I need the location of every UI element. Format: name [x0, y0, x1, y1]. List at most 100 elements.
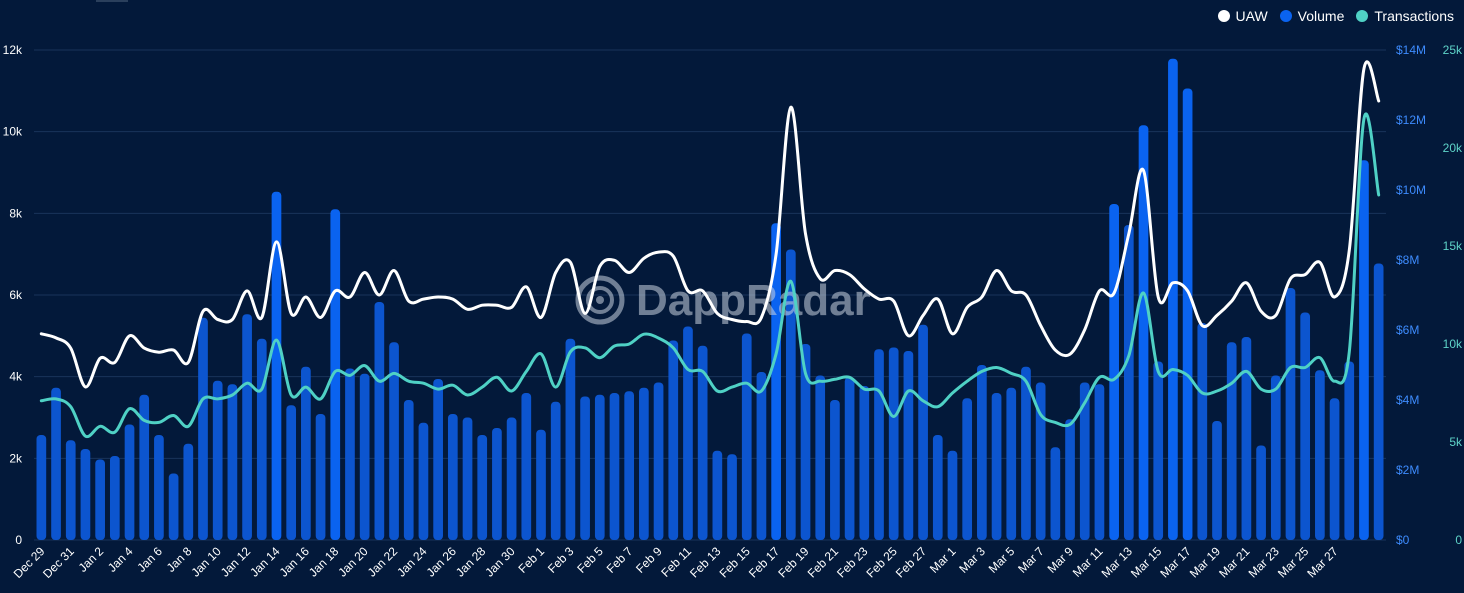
x-tick-label: Feb 25	[864, 544, 901, 581]
y-tick-label-left: 0	[15, 533, 22, 547]
volume-bar	[830, 400, 840, 540]
volume-bar	[1094, 384, 1105, 540]
x-tick-label: Jan 18	[306, 544, 342, 580]
volume-bar	[580, 396, 590, 540]
x-tick-label: Jan 4	[105, 544, 136, 575]
volume-bar	[932, 435, 943, 540]
volume-bar	[785, 249, 796, 540]
volume-bar	[256, 338, 267, 540]
y-tick-label-transactions: 0	[1455, 533, 1462, 547]
volume-bar	[212, 380, 223, 540]
x-tick-label: Feb 23	[834, 544, 871, 581]
volume-bar	[315, 414, 326, 540]
volume-bar	[991, 393, 1002, 540]
volume-bar	[447, 414, 458, 540]
volume-bar	[418, 422, 429, 540]
x-tick-label: Feb 1	[516, 544, 548, 576]
legend-item-transactions[interactable]: Transactions	[1356, 8, 1454, 24]
volume-bar	[1285, 288, 1296, 540]
x-tick-label: Jan 12	[218, 544, 254, 580]
legend-label: Volume	[1297, 8, 1345, 24]
transactions-line	[39, 112, 1381, 439]
x-tick-label: Mar 13	[1099, 544, 1136, 581]
x-tick-label: Jan 22	[365, 544, 401, 580]
y-tick-label-volume: $0	[1396, 533, 1410, 547]
volume-bar	[345, 368, 355, 540]
volume-bar	[800, 344, 811, 540]
volume-bar	[168, 473, 179, 540]
x-tick-label: Feb 7	[604, 544, 636, 576]
x-tick-label: Jan 26	[424, 544, 460, 580]
volume-bar	[1168, 58, 1178, 540]
volume-bar	[242, 314, 252, 540]
volume-bar	[536, 429, 546, 540]
y-tick-label-volume: $8M	[1396, 253, 1419, 267]
volume-bar	[1373, 263, 1384, 540]
legend: UAW Volume Transactions	[1217, 8, 1454, 24]
legend-dot-icon	[1217, 10, 1230, 22]
legend-label: UAW	[1235, 8, 1268, 24]
top-edge-mark	[96, 0, 128, 2]
x-tick-label: Jan 24	[394, 544, 430, 580]
volume-bar	[609, 393, 620, 540]
x-tick-label: Jan 2	[76, 544, 107, 575]
y-tick-label-left: 4k	[9, 370, 23, 384]
volume-bar	[903, 351, 914, 540]
volume-bar	[227, 384, 238, 540]
volume-bar	[683, 326, 693, 540]
volume-bar	[36, 435, 47, 540]
uaw-line	[39, 60, 1381, 389]
volume-bar	[1197, 323, 1208, 540]
volume-bar	[65, 440, 76, 540]
x-tick-label: Mar 1	[927, 544, 959, 576]
volume-bar	[1226, 342, 1237, 540]
legend-item-uaw[interactable]: UAW	[1217, 8, 1268, 24]
x-tick-label: Dec 31	[40, 544, 77, 581]
volume-bar	[154, 435, 164, 540]
volume-bar	[403, 400, 414, 540]
volume-bars	[36, 58, 1384, 540]
x-tick-label: Mar 7	[1015, 544, 1047, 576]
x-tick-label: Feb 11	[658, 544, 694, 580]
legend-label: Transactions	[1374, 8, 1454, 24]
volume-bar	[95, 459, 105, 540]
volume-bar	[727, 454, 737, 540]
volume-bar	[433, 379, 443, 540]
volume-bar	[1256, 445, 1266, 540]
volume-bar	[844, 377, 855, 540]
y-tick-label-volume: $10M	[1396, 183, 1426, 197]
legend-item-volume[interactable]: Volume	[1279, 8, 1345, 24]
volume-bar	[1315, 370, 1325, 540]
x-tick-label: Feb 3	[545, 544, 577, 576]
volume-bar	[1344, 361, 1355, 540]
volume-bar	[1065, 419, 1075, 540]
volume-bar	[477, 435, 488, 540]
volume-bar	[359, 373, 370, 540]
y-tick-label-volume: $6M	[1396, 323, 1419, 337]
volume-bar	[565, 338, 576, 540]
y-tick-label-left: 12k	[3, 43, 23, 57]
x-tick-label: Jan 30	[482, 544, 518, 580]
watermark-logo-icon	[575, 275, 625, 325]
x-tick-label: Mar 25	[1275, 544, 1312, 581]
x-tick-label: Jan 28	[453, 544, 489, 580]
y-tick-label-left: 6k	[9, 288, 23, 302]
y-tick-label-transactions: 5k	[1449, 435, 1463, 449]
x-tick-label: Mar 27	[1304, 544, 1341, 581]
volume-bar	[888, 347, 899, 540]
x-tick-label: Mar 15	[1128, 544, 1165, 581]
volume-bar	[1123, 225, 1134, 540]
x-tick-label: Feb 21	[805, 544, 842, 581]
x-tick-label: Feb 15	[717, 544, 754, 581]
volume-bar	[947, 450, 958, 540]
volume-bar	[859, 386, 870, 540]
y-tick-label-transactions: 10k	[1443, 337, 1463, 351]
volume-bar	[1079, 382, 1090, 540]
volume-bar	[1153, 361, 1164, 540]
x-tick-label: Jan 10	[188, 544, 224, 580]
volume-bar	[1359, 160, 1369, 540]
volume-bar	[624, 391, 635, 540]
x-tick-label: Mar 23	[1246, 544, 1283, 581]
volume-bar	[1329, 398, 1340, 540]
volume-bar	[962, 398, 973, 540]
